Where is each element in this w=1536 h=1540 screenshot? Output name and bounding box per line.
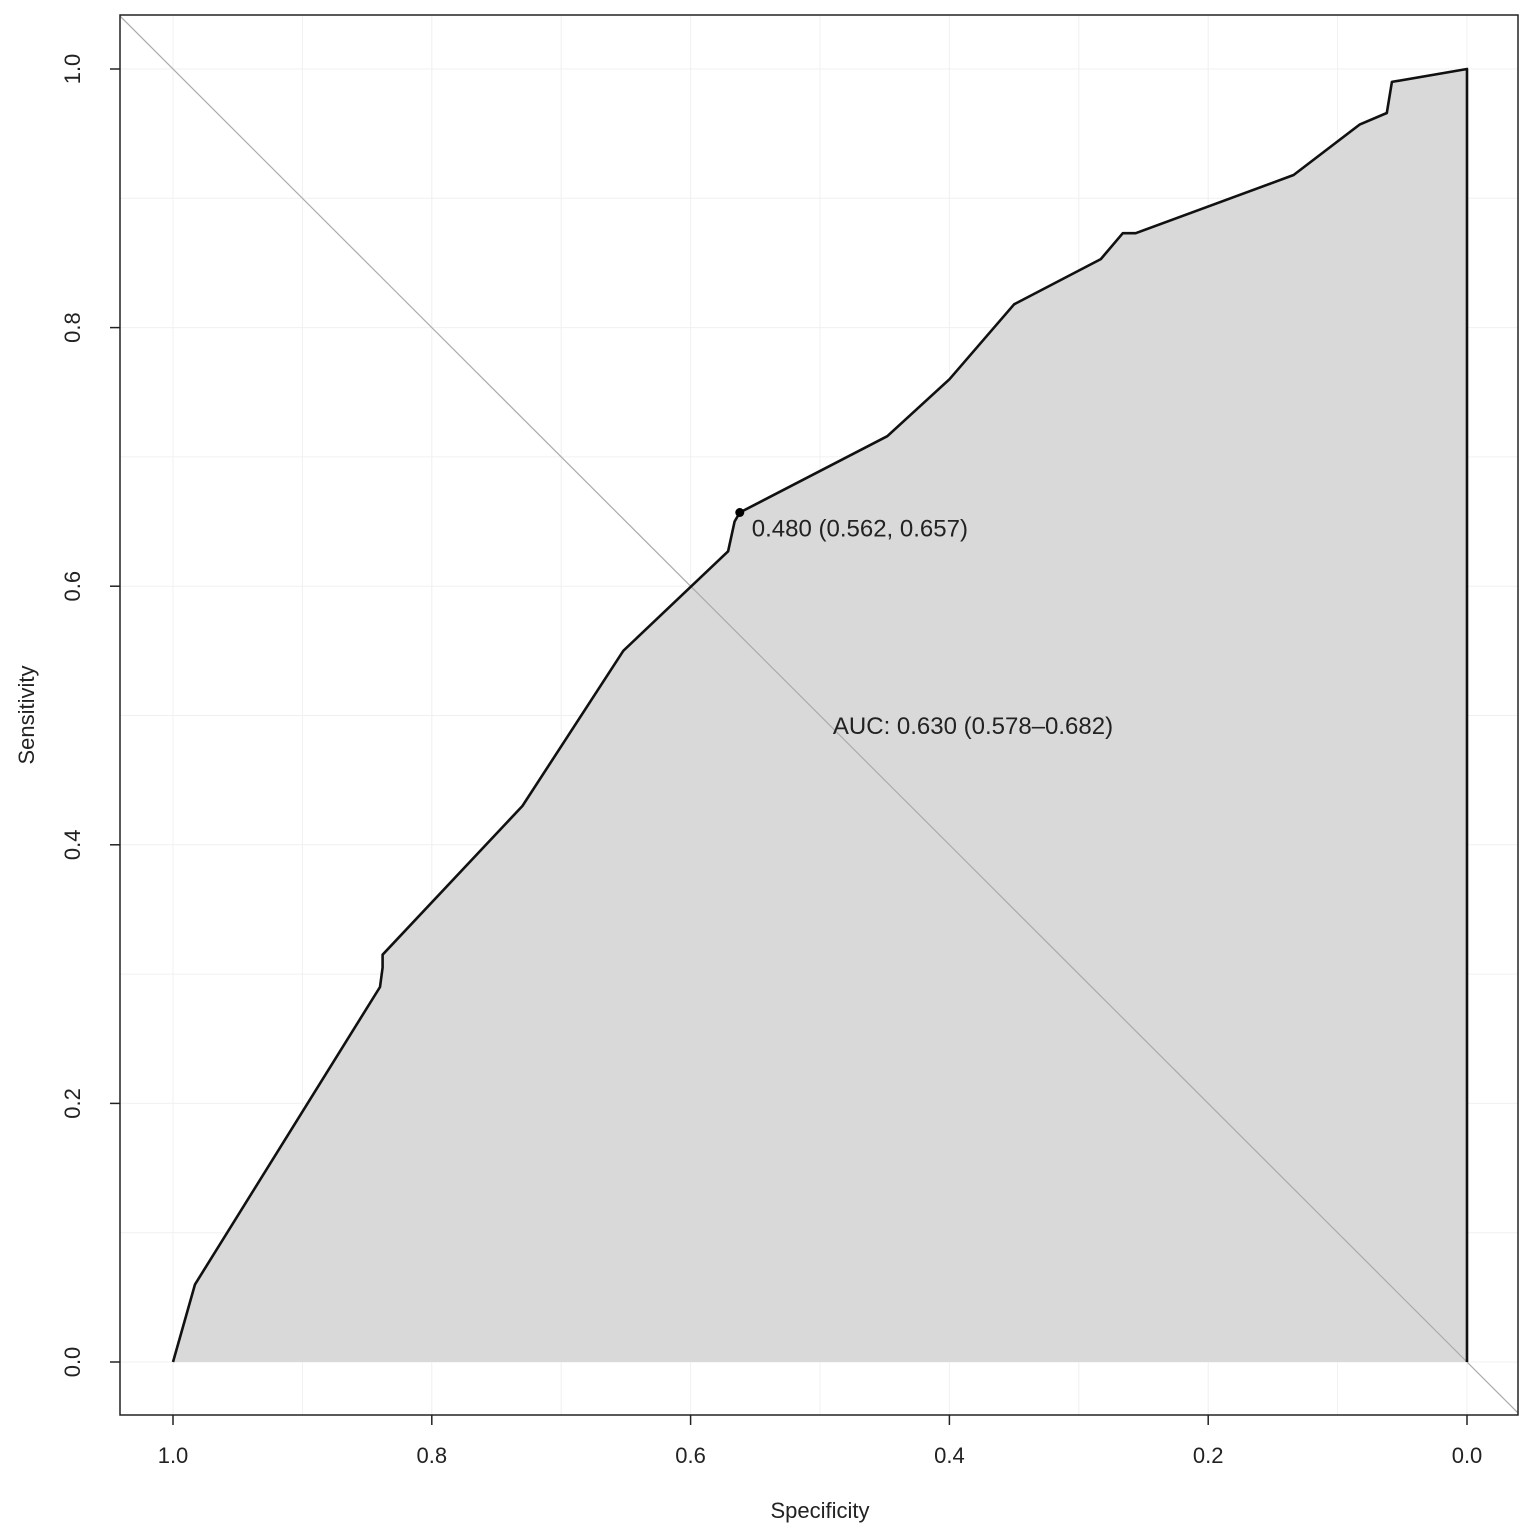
- roc-curve: [171, 67, 1469, 1363]
- reference-diagonal: [119, 15, 1519, 1414]
- x-axis: 1.0 0.8 0.6 0.4 0.2 0.0: [158, 1415, 1483, 1468]
- x-tick-label: 0.0: [1452, 1443, 1483, 1468]
- y-tick-label: 1.0: [60, 54, 85, 85]
- x-tick-label: 0.4: [934, 1443, 965, 1468]
- x-tick-label: 0.8: [417, 1443, 448, 1468]
- y-tick-label: 0.0: [60, 1347, 85, 1378]
- x-tick-label: 0.6: [675, 1443, 706, 1468]
- optimal-threshold-point: [735, 507, 745, 517]
- x-tick-label: 1.0: [158, 1443, 189, 1468]
- x-axis-label: Specificity: [770, 1498, 869, 1523]
- y-tick-label: 0.6: [60, 571, 85, 602]
- y-tick-label: 0.8: [60, 312, 85, 343]
- y-tick-label: 0.4: [60, 830, 85, 861]
- auc-annotation: AUC: 0.630 (0.578–0.682): [833, 713, 1113, 740]
- threshold-label: 0.480 (0.562, 0.657): [752, 515, 968, 542]
- y-axis-label: Sensitivity: [14, 665, 39, 764]
- y-axis: 0.0 0.2 0.4 0.6 0.8 1.0: [60, 54, 120, 1378]
- plot-frame: [119, 14, 1519, 1416]
- x-tick-label: 0.2: [1193, 1443, 1224, 1468]
- y-tick-label: 0.2: [60, 1088, 85, 1119]
